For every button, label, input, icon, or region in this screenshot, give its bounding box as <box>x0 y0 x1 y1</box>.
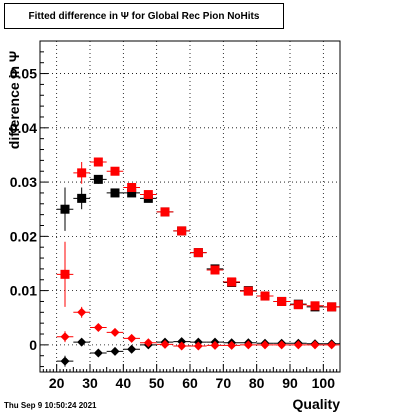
square-marker <box>77 168 87 178</box>
square-marker <box>110 166 120 176</box>
diamond-marker <box>110 327 120 337</box>
diamond-marker <box>127 333 137 343</box>
y-tick-label: 0.05 <box>10 66 37 82</box>
y-axis-label-wrap: difference in Ψ <box>2 50 26 150</box>
square-marker <box>293 300 303 310</box>
x-tick-label: 20 <box>49 375 65 391</box>
diamond-marker <box>277 340 287 350</box>
x-tick-label: 90 <box>282 375 298 391</box>
square-marker <box>260 291 270 301</box>
diamond-marker <box>77 337 87 347</box>
x-tick-label: 80 <box>249 375 265 391</box>
diamond-marker <box>93 323 103 333</box>
square-marker <box>77 193 87 203</box>
diamond-marker <box>293 340 303 350</box>
diamond-marker <box>177 341 187 351</box>
square-marker <box>93 174 103 184</box>
diamond-marker <box>193 341 203 351</box>
y-tick-label: 0.03 <box>10 174 37 190</box>
diamond-marker <box>110 346 120 356</box>
square-marker <box>160 207 170 217</box>
diamond-marker <box>243 340 253 350</box>
y-tick-label: 0.04 <box>10 120 37 136</box>
square-marker <box>127 188 137 198</box>
square-marker <box>60 204 70 214</box>
diamond-marker <box>310 340 320 350</box>
x-axis-label: Quality <box>292 396 340 412</box>
x-tick-label: 70 <box>216 375 232 391</box>
square-marker <box>143 190 153 200</box>
diamond-marker <box>327 340 337 350</box>
square-marker <box>310 301 320 311</box>
y-axis-label: difference in Ψ <box>6 50 22 150</box>
diamond-marker <box>93 348 103 358</box>
x-tick-label: 40 <box>116 375 132 391</box>
square-marker <box>327 302 337 312</box>
x-tick-label: 100 <box>312 375 336 391</box>
diamond-marker <box>260 340 270 350</box>
square-marker <box>193 248 203 258</box>
timestamp: Thu Sep 9 10:50:24 2021 <box>4 401 97 410</box>
chart-title: Fitted difference in Ψ for Global Rec Pi… <box>4 3 284 29</box>
y-tick-label: 0 <box>29 337 37 353</box>
square-marker <box>110 188 120 198</box>
diamond-marker <box>227 340 237 350</box>
diamond-marker <box>160 339 170 349</box>
square-marker <box>93 157 103 167</box>
square-marker <box>60 269 70 279</box>
square-marker <box>210 265 220 275</box>
square-marker <box>127 183 137 193</box>
x-tick-label: 30 <box>82 375 98 391</box>
y-tick-label: 0.02 <box>10 228 37 244</box>
diamond-marker <box>127 344 137 354</box>
diamond-marker <box>210 340 220 350</box>
x-tick-label: 60 <box>182 375 198 391</box>
x-tick-label: 50 <box>149 375 165 391</box>
diamond-marker <box>60 332 70 342</box>
diamond-marker <box>77 307 87 317</box>
diamond-marker <box>143 338 153 348</box>
square-marker <box>277 296 287 306</box>
square-marker <box>243 286 253 296</box>
y-tick-label: 0.01 <box>10 283 37 299</box>
square-marker <box>177 226 187 236</box>
square-marker <box>227 277 237 287</box>
diamond-marker <box>60 356 70 366</box>
plot-frame <box>39 40 341 373</box>
